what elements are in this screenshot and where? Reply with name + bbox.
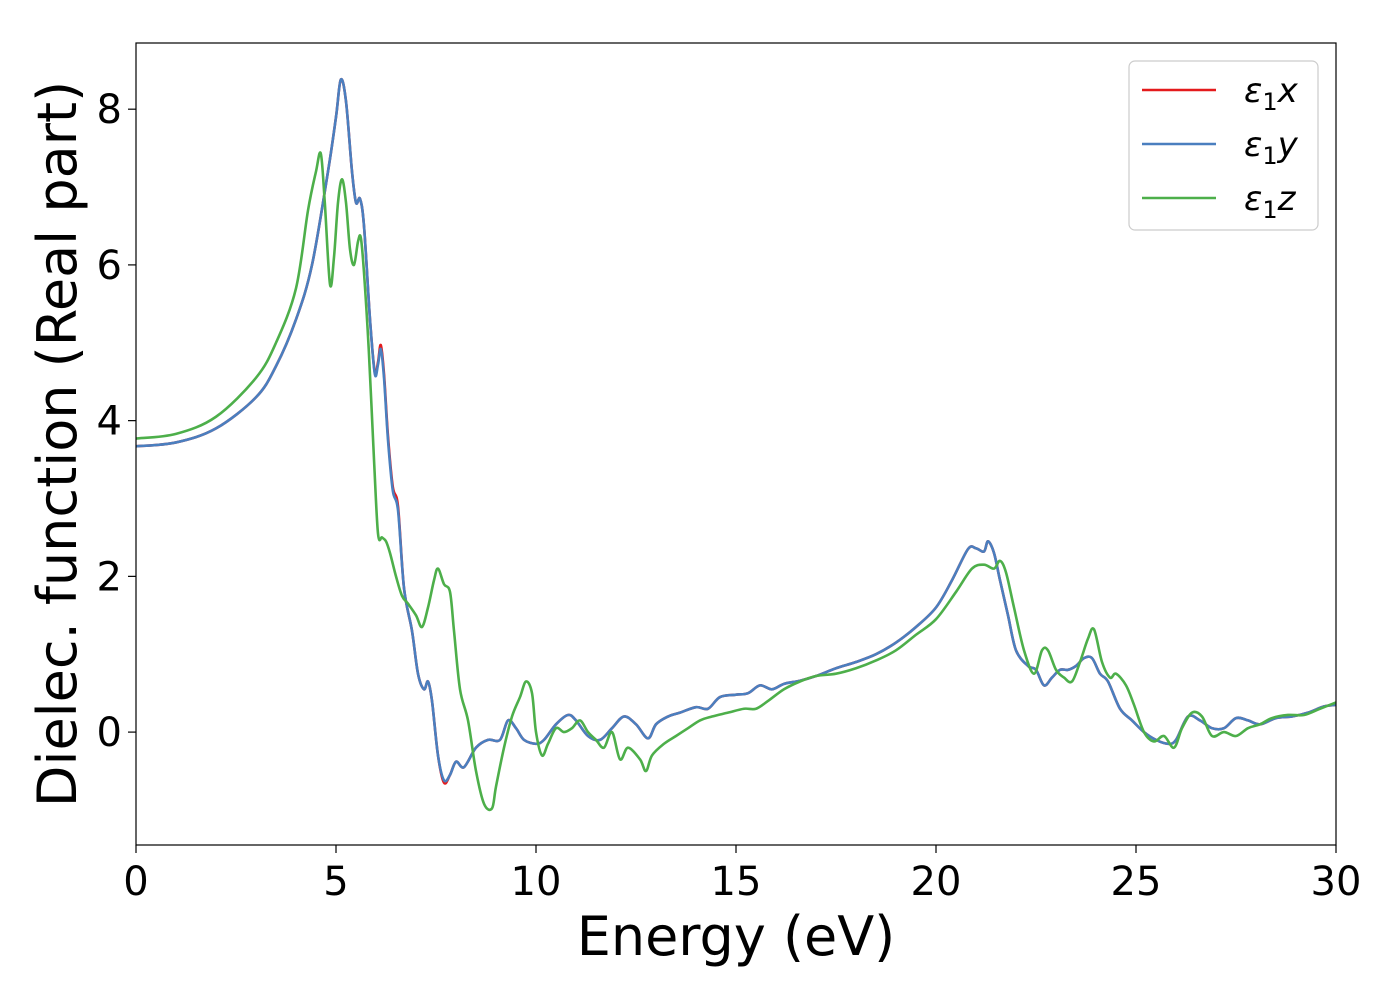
y-axis-label: Dielec. function (Real part) (26, 81, 89, 807)
x-tick-label: 30 (1311, 859, 1362, 905)
legend-box (1128, 60, 1319, 231)
x-tick-label: 15 (711, 859, 762, 905)
legend-label-z: ε1z (1244, 179, 1297, 224)
x-tick-label: 0 (123, 859, 148, 905)
x-tick-label: 25 (1111, 859, 1162, 905)
y-tick-label: 0 (97, 710, 122, 756)
y-tick-label: 8 (97, 87, 122, 133)
plot-lines (136, 77, 1336, 812)
legend-label-y: ε1y (1244, 125, 1299, 170)
y-tick-label: 4 (97, 399, 122, 445)
y-axis-ticks: 0 2 4 6 8 (97, 87, 136, 756)
x-axis-ticks: 0 5 10 15 20 25 30 (123, 845, 1361, 905)
y-tick-label: 6 (97, 243, 122, 289)
x-tick-label: 10 (511, 859, 562, 905)
series-line-y (136, 77, 1336, 783)
x-axis-label: Energy (eV) (577, 905, 896, 968)
legend-label-x: ε1x (1244, 71, 1299, 116)
y-tick-label: 2 (97, 554, 122, 600)
x-tick-label: 5 (323, 859, 348, 905)
legend: ε1x ε1y ε1z (1128, 60, 1319, 231)
x-tick-label: 20 (911, 859, 962, 905)
series-line-z (136, 151, 1336, 812)
